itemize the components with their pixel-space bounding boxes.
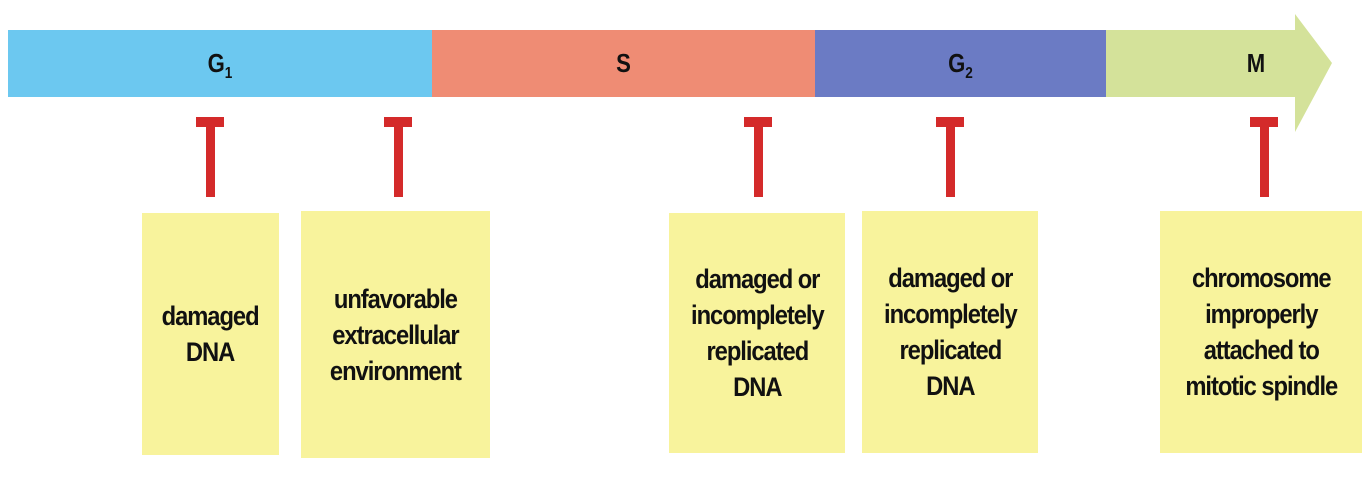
phase-segment-s [432,30,815,97]
inhibition-stem [1260,117,1269,197]
checkpoint-text: chromosome improperly attached to mitoti… [1185,263,1338,401]
phase-label-g1: G1 [207,48,233,82]
phase-segment-m-arrowhead [1106,14,1332,132]
inhibition-stem [206,117,215,197]
inhibition-stem [946,117,955,197]
checkpoint-box-s-phase: damaged or incompletely replicated DNA [669,213,845,453]
checkpoint-box-extracellular: unfavorable extracellular environment [301,211,490,458]
checkpoint-text: damaged or incompletely replicated DNA [883,263,1018,401]
checkpoint-box-spindle: chromosome improperly attached to mitoti… [1160,211,1362,453]
checkpoint-box-damaged-dna: damaged DNA [142,213,279,455]
phase-label-g2: G2 [948,48,973,82]
checkpoint-text: damaged DNA [162,301,260,367]
checkpoint-text: unfavorable extracellular environment [330,283,462,386]
phase-label-m: M [1246,48,1266,78]
phase-segment-g2 [815,30,1106,97]
phase-label-s: S [616,48,631,78]
checkpoint-box-g2-phase: damaged or incompletely replicated DNA [862,211,1038,453]
checkpoint-text: damaged or incompletely replicated DNA [690,264,825,402]
cell-cycle-arrow [8,14,1332,132]
inhibition-stem [394,117,403,197]
phase-segment-g1 [8,30,432,97]
inhibition-stem [754,117,763,197]
